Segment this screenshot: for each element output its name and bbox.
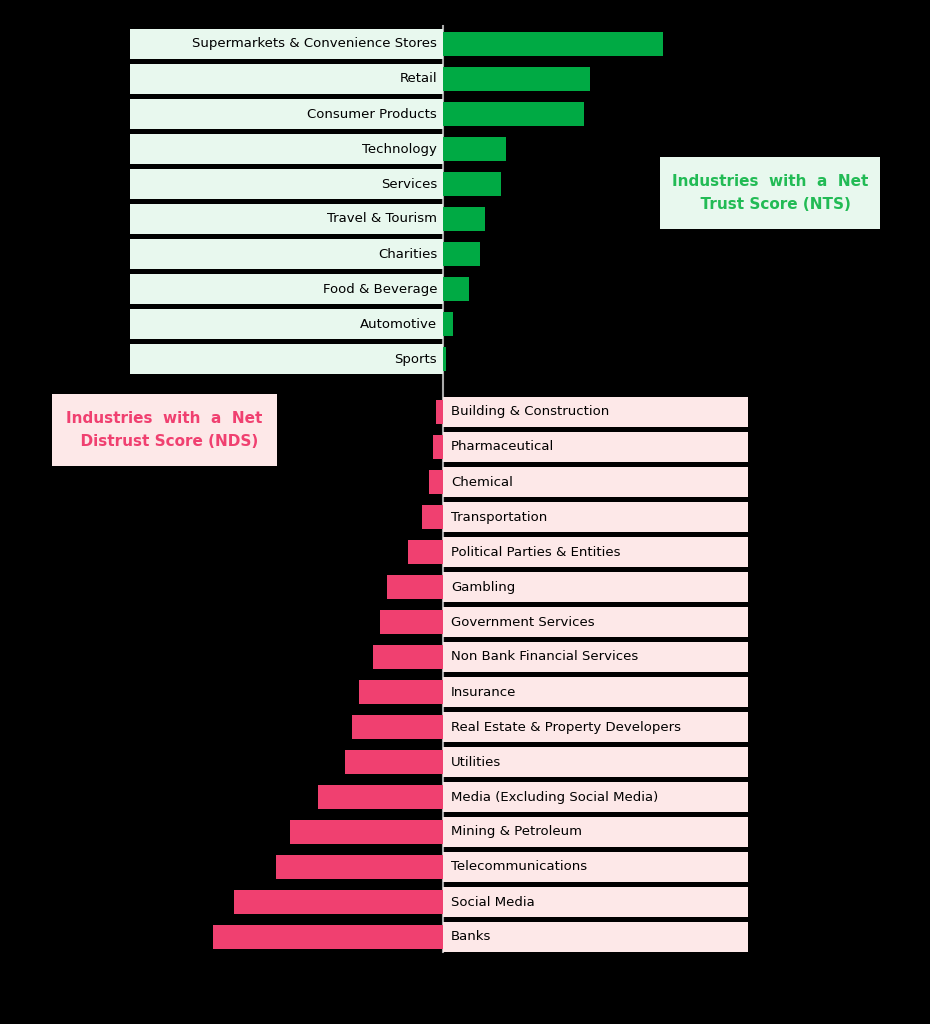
Text: Chemical: Chemical: [451, 475, 512, 488]
Text: Charities: Charities: [378, 248, 437, 260]
Text: Telecommunications: Telecommunications: [451, 860, 587, 873]
Bar: [275, 855, 443, 879]
Text: Food & Beverage: Food & Beverage: [323, 283, 437, 296]
Bar: [443, 817, 748, 847]
Bar: [130, 134, 443, 164]
Bar: [443, 502, 748, 532]
Bar: [443, 922, 748, 952]
Bar: [443, 67, 590, 91]
Bar: [130, 29, 443, 59]
Bar: [130, 239, 443, 269]
Bar: [373, 645, 443, 669]
Bar: [443, 278, 470, 301]
Text: Automotive: Automotive: [360, 317, 437, 331]
Bar: [352, 715, 443, 739]
Text: Government Services: Government Services: [451, 615, 594, 629]
Text: Supermarkets & Convenience Stores: Supermarkets & Convenience Stores: [193, 38, 437, 50]
Bar: [443, 746, 748, 777]
Bar: [317, 785, 443, 809]
Text: Consumer Products: Consumer Products: [307, 108, 437, 121]
Bar: [443, 467, 748, 497]
Bar: [443, 172, 500, 196]
Text: Mining & Petroleum: Mining & Petroleum: [451, 825, 582, 839]
Bar: [443, 347, 445, 371]
Bar: [443, 137, 506, 161]
Text: Technology: Technology: [362, 142, 437, 156]
Bar: [380, 610, 443, 634]
Bar: [387, 575, 443, 599]
Text: Industries  with  a  Net
  Trust Score (NTS): Industries with a Net Trust Score (NTS): [671, 174, 869, 212]
Text: Sports: Sports: [394, 352, 437, 366]
Bar: [422, 505, 443, 529]
Bar: [443, 537, 748, 567]
Bar: [130, 99, 443, 129]
Bar: [443, 572, 748, 602]
Text: Pharmaceutical: Pharmaceutical: [451, 440, 554, 454]
Bar: [289, 820, 443, 844]
Bar: [429, 470, 443, 494]
Text: Services: Services: [380, 177, 437, 190]
Bar: [443, 852, 748, 882]
Bar: [443, 242, 480, 266]
Bar: [443, 607, 748, 637]
Text: Real Estate & Property Developers: Real Estate & Property Developers: [451, 721, 681, 733]
Bar: [443, 432, 748, 462]
Text: Utilities: Utilities: [451, 756, 501, 768]
Bar: [130, 63, 443, 94]
Bar: [52, 394, 277, 466]
Text: Insurance: Insurance: [451, 685, 516, 698]
Bar: [432, 435, 443, 459]
Bar: [443, 712, 748, 742]
Bar: [443, 677, 748, 707]
Text: Retail: Retail: [399, 73, 437, 85]
Bar: [130, 309, 443, 339]
Text: Social Media: Social Media: [451, 896, 535, 908]
Text: Media (Excluding Social Media): Media (Excluding Social Media): [451, 791, 658, 804]
Bar: [345, 750, 443, 774]
Bar: [443, 782, 748, 812]
Text: Gambling: Gambling: [451, 581, 515, 594]
Text: Non Bank Financial Services: Non Bank Financial Services: [451, 650, 638, 664]
Bar: [130, 274, 443, 304]
Text: Industries  with  a  Net
  Distrust Score (NDS): Industries with a Net Distrust Score (ND…: [66, 412, 262, 449]
Bar: [213, 925, 443, 949]
Bar: [408, 540, 443, 564]
Text: Banks: Banks: [451, 931, 491, 943]
Bar: [443, 397, 748, 427]
Bar: [443, 312, 454, 336]
Bar: [443, 32, 663, 56]
Bar: [443, 642, 748, 672]
Text: Travel & Tourism: Travel & Tourism: [327, 213, 437, 225]
Text: Transportation: Transportation: [451, 511, 547, 523]
Bar: [130, 204, 443, 234]
Text: Building & Construction: Building & Construction: [451, 406, 609, 419]
Bar: [443, 887, 748, 918]
Bar: [436, 400, 443, 424]
Bar: [443, 102, 584, 126]
Text: Political Parties & Entities: Political Parties & Entities: [451, 546, 620, 558]
Bar: [130, 169, 443, 199]
Bar: [660, 157, 880, 229]
Bar: [359, 680, 443, 705]
Bar: [443, 207, 485, 231]
Bar: [234, 890, 443, 914]
Bar: [130, 344, 443, 374]
